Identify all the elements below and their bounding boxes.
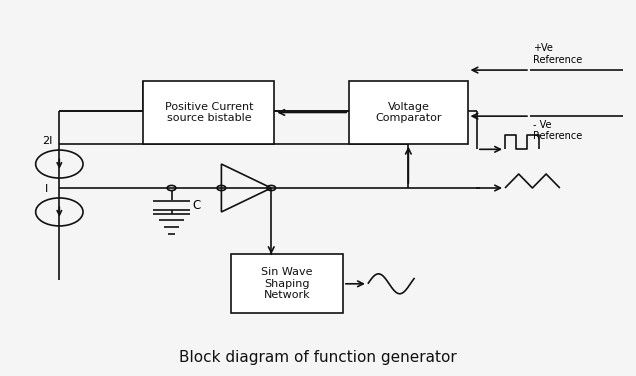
Text: I: I bbox=[45, 184, 48, 194]
Text: - Ve
Reference: - Ve Reference bbox=[533, 120, 583, 141]
Text: Positive Current
source bistable: Positive Current source bistable bbox=[165, 102, 253, 123]
Bar bbox=[349, 81, 467, 144]
Text: 2I: 2I bbox=[42, 136, 52, 146]
Text: Block diagram of function generator: Block diagram of function generator bbox=[179, 350, 457, 365]
Bar bbox=[231, 254, 343, 313]
Bar bbox=[144, 81, 274, 144]
Text: Sin Wave
Shaping
Network: Sin Wave Shaping Network bbox=[261, 267, 312, 300]
Text: C: C bbox=[192, 199, 200, 212]
Text: +Ve
Reference: +Ve Reference bbox=[533, 43, 583, 65]
Text: Voltage
Comparator: Voltage Comparator bbox=[375, 102, 441, 123]
